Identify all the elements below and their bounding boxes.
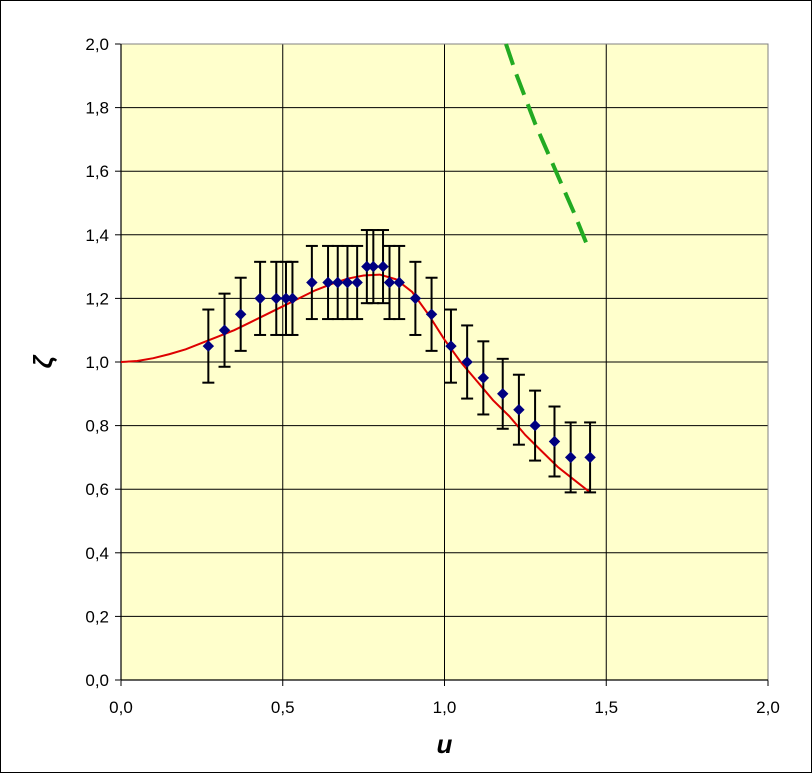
data-point [584, 451, 596, 464]
data-point [270, 292, 282, 305]
data-point [383, 276, 396, 289]
data-point [477, 372, 490, 384]
x-tick-labels: 0,0 0,5 1,0 1,5 2,0 [109, 698, 780, 717]
y-tick-labels: 0,0 0,2 0,4 0,6 0,8 1,0 1,2 1,4 1,6 1,8 2,0 [85, 35, 109, 690]
data-point [218, 324, 231, 336]
dashed-curve [504, 43, 589, 246]
y-tick-label: 0,8 [85, 417, 109, 436]
data-point [497, 388, 509, 400]
fit-curve [120, 273, 591, 494]
data-point [393, 276, 405, 289]
data-point [286, 292, 299, 305]
data-point [234, 308, 247, 321]
data-point [351, 276, 363, 289]
y-axis-title: ζ [28, 354, 58, 368]
y-tick-label: 0,4 [85, 544, 109, 563]
y-tick-label: 1,4 [85, 226, 109, 245]
data-point [341, 276, 354, 289]
y-tick-label: 1,0 [85, 353, 109, 372]
y-tick-label: 1,8 [85, 99, 109, 118]
x-tick-label: 1,0 [433, 698, 457, 717]
x-tick-label: 0,0 [109, 698, 133, 717]
y-tick-label: 2,0 [85, 35, 109, 54]
data-point [377, 260, 389, 273]
data-point [254, 292, 266, 305]
data-point [461, 356, 473, 368]
x-tick-label: 0,5 [271, 698, 295, 717]
data-point [513, 403, 525, 416]
x-tick-label: 2,0 [756, 698, 780, 717]
data-point [548, 435, 561, 448]
data-point [409, 292, 422, 305]
data-point [332, 276, 344, 289]
y-tick-label: 0,2 [85, 607, 109, 626]
data-points [202, 229, 597, 494]
data-point [202, 340, 215, 352]
data-point [445, 340, 457, 352]
data-point [322, 276, 334, 289]
y-tick-label: 0,0 [85, 671, 109, 690]
data-point [306, 276, 318, 289]
series-layer [120, 43, 597, 494]
data-point [425, 308, 438, 321]
y-tick-label: 1,6 [85, 162, 109, 181]
x-tick-label: 1,5 [594, 698, 618, 717]
y-tick-label: 0,6 [85, 480, 109, 499]
y-tick-label: 1,2 [85, 289, 109, 308]
data-point [564, 451, 577, 464]
x-axis-title: u [437, 729, 453, 759]
data-point [529, 419, 541, 432]
data-point [367, 260, 380, 273]
